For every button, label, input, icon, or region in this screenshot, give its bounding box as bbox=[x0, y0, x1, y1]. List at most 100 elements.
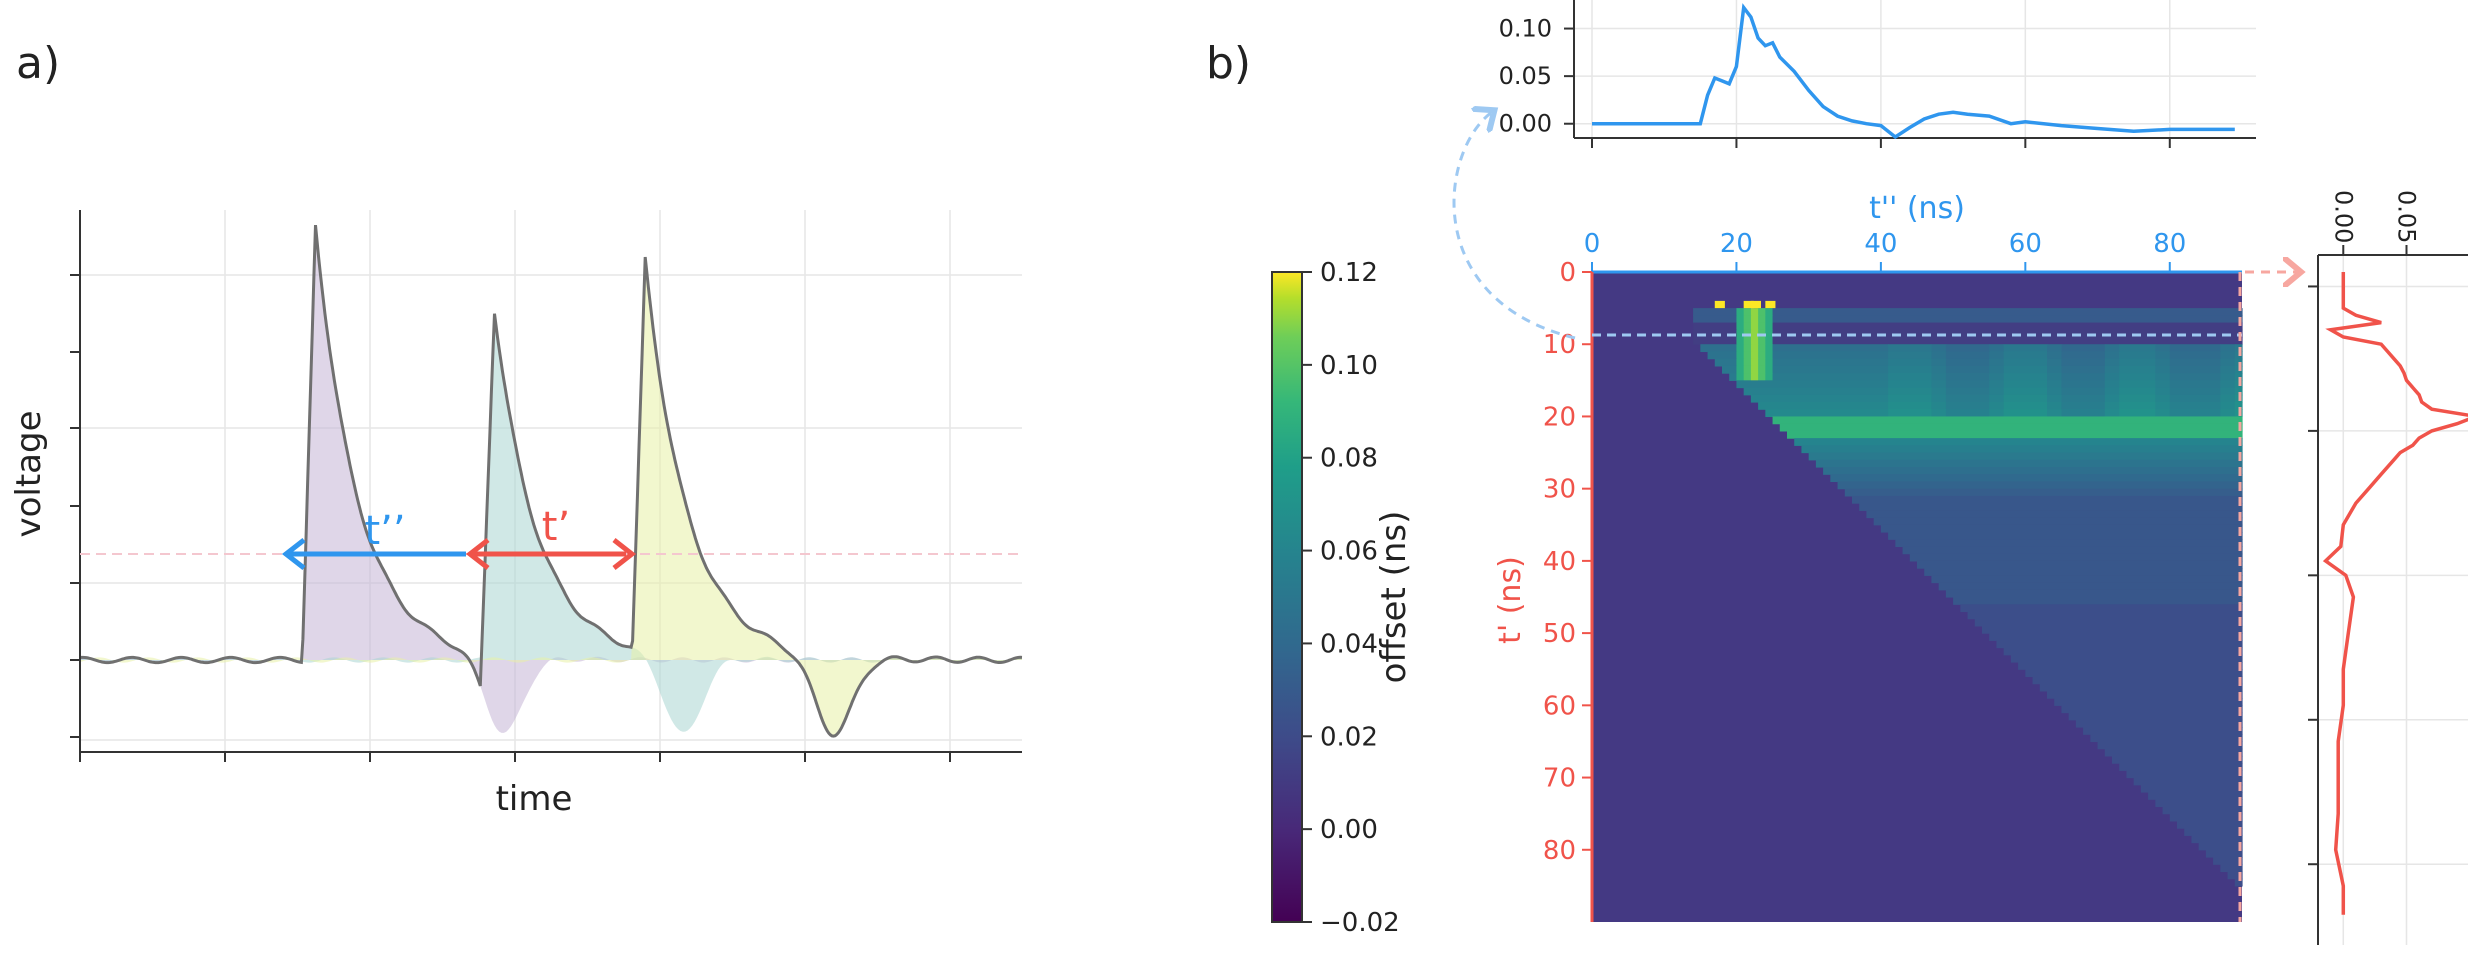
heatmap-cell bbox=[1945, 351, 1990, 360]
heatmap-cell bbox=[1945, 344, 1990, 353]
heatmap-cell bbox=[1750, 351, 1759, 360]
panel-a-grid bbox=[80, 210, 1022, 752]
heatmap-cell bbox=[1945, 365, 1990, 374]
panel-label-b: b) bbox=[1206, 38, 1251, 89]
heatmap-cell bbox=[2169, 344, 2221, 353]
heatmap-cell bbox=[1765, 365, 1774, 374]
heatmap-cell bbox=[2155, 365, 2171, 374]
heatmap-cell bbox=[1743, 344, 1752, 353]
top-grid bbox=[1574, 0, 2256, 138]
heatmap-cells bbox=[1693, 300, 2243, 887]
heatmap-cell bbox=[2227, 871, 2243, 880]
heatmap-y-tick-label: 10 bbox=[1543, 330, 1576, 360]
heatmap-cell bbox=[2047, 344, 2063, 353]
t-double-arrow-head bbox=[281, 538, 306, 570]
heatmap-cell bbox=[2220, 864, 2243, 873]
heatmap-hot-cell bbox=[1743, 300, 1754, 309]
heatmap-cell bbox=[1873, 517, 2243, 526]
heatmap-cell bbox=[1931, 575, 2243, 584]
heatmap-y-tick-label: 50 bbox=[1543, 619, 1576, 649]
heatmap-cell bbox=[2083, 727, 2243, 735]
heatmap-cell bbox=[2047, 387, 2063, 396]
heatmap-cell bbox=[2169, 365, 2221, 374]
heatmap-cell bbox=[1772, 365, 1889, 374]
right-profile-line bbox=[2322, 272, 2468, 915]
heatmap-cell bbox=[1989, 351, 2005, 360]
heatmap-cell bbox=[2090, 734, 2243, 743]
heatmap-cell bbox=[1888, 394, 1933, 403]
heatmap-cell bbox=[2104, 365, 2120, 374]
colorbar-label: offset (ns) bbox=[1374, 511, 1414, 684]
heatmap-cell bbox=[1945, 358, 1990, 367]
heatmap-cell bbox=[1772, 322, 2243, 331]
heatmap-cell bbox=[2061, 387, 2106, 396]
heatmap: 0 20 40 60 80 0 10 20 30 40 50 60 70 80 t'' (ns) t' (… bbox=[1493, 191, 2243, 922]
heatmap-cell bbox=[2126, 770, 2243, 779]
heatmap-cell bbox=[1880, 524, 2243, 533]
heatmap-cell bbox=[1967, 611, 2243, 620]
heatmap-cell bbox=[1758, 337, 1766, 345]
heatmap-cell bbox=[2119, 373, 2156, 381]
heatmap-cell bbox=[2234, 878, 2243, 887]
heatmap-cell bbox=[2140, 784, 2243, 793]
heatmap-cell bbox=[2220, 409, 2236, 418]
heatmap-cell bbox=[2119, 365, 2156, 374]
heatmap-cell bbox=[1772, 337, 2243, 345]
panel-a-voltage-chart: t’’ t’ time voltage bbox=[9, 210, 1023, 819]
right-x-tick-label: 0.05 bbox=[2393, 190, 2421, 243]
heatmap-cell bbox=[1743, 337, 1752, 345]
heatmap-cell bbox=[1945, 387, 1990, 396]
heatmap-cell bbox=[2191, 835, 2243, 844]
heatmap-cell bbox=[1931, 380, 1947, 389]
heatmap-cell bbox=[1945, 589, 2243, 598]
heatmap-cell bbox=[1736, 365, 1745, 374]
t-single-arrow-head-left bbox=[465, 538, 490, 570]
heatmap-cell bbox=[2234, 387, 2243, 396]
heatmap-cell bbox=[1765, 337, 1774, 345]
heatmap-x-tick-label: 20 bbox=[1720, 229, 1753, 259]
heatmap-cell bbox=[2162, 806, 2243, 815]
colorbar-tick-label: 0.04 bbox=[1320, 629, 1378, 659]
heatmap-cell bbox=[1772, 308, 2243, 316]
heatmap-cell bbox=[2097, 741, 2243, 750]
colorbar-tick-label: 0.00 bbox=[1320, 815, 1378, 845]
heatmap-cell bbox=[1765, 373, 1774, 381]
heatmap-cell bbox=[2119, 344, 2156, 353]
heatmap-y-tick-label: 20 bbox=[1543, 402, 1576, 432]
heatmap-cell bbox=[2169, 402, 2221, 410]
heatmap-cell bbox=[1758, 308, 1766, 316]
heatmap-cell bbox=[2047, 380, 2063, 389]
colorbar-bar bbox=[1271, 271, 1303, 923]
heatmap-cell bbox=[1743, 373, 1752, 381]
heatmap-cell bbox=[2003, 647, 2243, 656]
heatmap-xlabel: t'' (ns) bbox=[1869, 191, 1965, 226]
heatmap-y-tick-label: 80 bbox=[1543, 836, 1576, 866]
heatmap-cell bbox=[2047, 373, 2063, 381]
heatmap-cell bbox=[1736, 329, 1745, 338]
heatmap-cell bbox=[1931, 358, 1947, 367]
connector-arrow-blue bbox=[1452, 112, 1576, 340]
heatmap-cell bbox=[1772, 416, 2243, 425]
heatmap-cell bbox=[2169, 358, 2221, 367]
heatmap-cell bbox=[1758, 358, 1766, 367]
colorbar-tick-label: 0.06 bbox=[1320, 537, 1378, 567]
heatmap-cell bbox=[1989, 387, 2005, 396]
heatmap-cell bbox=[2169, 351, 2221, 360]
heatmap-cell bbox=[1815, 459, 2243, 468]
heatmap-cell bbox=[1931, 344, 1947, 353]
colorbar-ticks: 0.12 0.10 0.08 0.06 0.04 0.02 0.00 −0.02 bbox=[1302, 258, 1400, 938]
heatmap-hot-cell bbox=[1765, 300, 1776, 309]
heatmap-cell bbox=[2155, 402, 2171, 410]
heatmap-cell bbox=[2061, 373, 2106, 381]
heatmap-cell bbox=[2003, 351, 2048, 360]
heatmap-cell bbox=[2148, 792, 2243, 800]
heatmap-cell bbox=[1909, 553, 2243, 562]
heatmap-cell bbox=[2205, 849, 2243, 858]
heatmap-cell bbox=[1924, 568, 2243, 576]
heatmap-cell bbox=[2119, 387, 2156, 396]
heatmap-cell bbox=[1743, 308, 1752, 316]
heatmap-cell bbox=[1758, 315, 1766, 324]
heatmap-cell bbox=[1982, 625, 2243, 634]
top-y-tick-label: 0.00 bbox=[1499, 110, 1552, 138]
